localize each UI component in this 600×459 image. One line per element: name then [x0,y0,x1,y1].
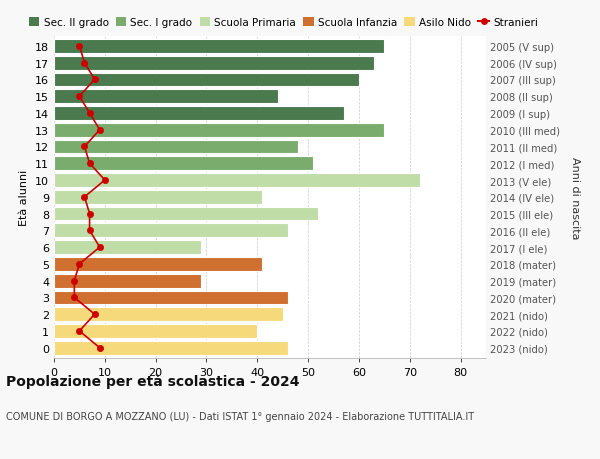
Bar [54,341,288,355]
Bar [54,274,202,288]
Y-axis label: Anni di nascita: Anni di nascita [569,156,580,239]
Y-axis label: Età alunni: Età alunni [19,169,29,225]
Bar [54,56,374,70]
Bar [54,308,283,321]
Bar [54,40,385,54]
Bar [54,224,288,238]
Text: Popolazione per età scolastica - 2024: Popolazione per età scolastica - 2024 [6,374,299,389]
Bar [54,90,278,104]
Bar [54,241,202,254]
Legend: Sec. II grado, Sec. I grado, Scuola Primaria, Scuola Infanzia, Asilo Nido, Stran: Sec. II grado, Sec. I grado, Scuola Prim… [29,18,538,28]
Bar [54,157,313,171]
Bar [54,73,359,87]
Bar [54,291,288,305]
Bar [54,140,298,154]
Bar [54,190,262,204]
Bar [54,107,344,121]
Bar [54,207,318,221]
Bar [54,325,257,338]
Bar [54,257,262,271]
Text: COMUNE DI BORGO A MOZZANO (LU) - Dati ISTAT 1° gennaio 2024 - Elaborazione TUTTI: COMUNE DI BORGO A MOZZANO (LU) - Dati IS… [6,411,474,421]
Bar [54,123,385,137]
Bar [54,174,420,187]
